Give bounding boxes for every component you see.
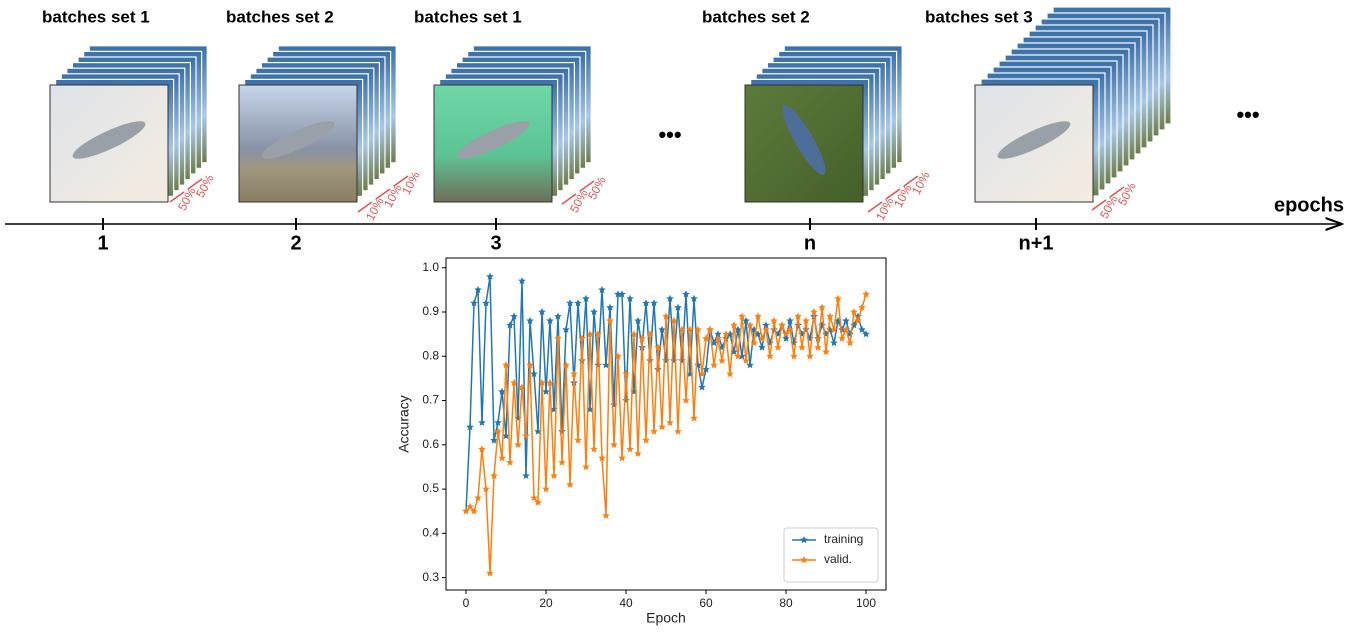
stage-label: batches set 2 (702, 7, 810, 26)
epoch-label: n (804, 232, 816, 254)
x-tick-label: 60 (699, 596, 713, 610)
legend-label: valid. (824, 552, 852, 566)
stage-label: batches set 2 (226, 7, 334, 26)
stage-label: batches set 1 (42, 7, 150, 26)
axis-label: epochs (1274, 194, 1344, 216)
percent-label: 50% (585, 174, 609, 202)
x-tick-label: 100 (856, 596, 876, 610)
ellipsis: ••• (658, 122, 681, 147)
y-tick-label: 0.7 (422, 393, 439, 407)
y-axis-label: Accuracy (396, 395, 412, 453)
y-tick-label: 0.5 (422, 481, 439, 495)
epoch-label: 1 (97, 232, 108, 254)
x-axis-label: Epoch (646, 610, 686, 626)
percent-label: 50% (193, 172, 217, 200)
y-tick-label: 0.8 (422, 348, 439, 362)
percent-label: 50% (1115, 180, 1139, 208)
y-tick-label: 1.0 (422, 260, 439, 274)
stage-label: batches set 3 (925, 7, 1033, 26)
chart: 0 20 40 60 80 100 0.3 0.4 0.5 0.6 0.7 0.8 0.9 1.0 Epoc… (396, 258, 886, 626)
stages: batches set 1 1 50% 50% batches set 2 2 10% 10%… (42, 7, 1171, 254)
x-tick-label: 20 (539, 596, 553, 610)
x-tick-label: 0 (463, 596, 470, 610)
x-tick-label: 40 (619, 596, 633, 610)
epoch-label: 2 (290, 232, 301, 254)
y-tick-label: 0.9 (422, 304, 439, 318)
epoch-label: n+1 (1018, 232, 1053, 254)
stage-label: batches set 1 (414, 7, 522, 26)
ellipsis: ••• (1236, 102, 1259, 127)
x-tick-label: 80 (779, 596, 793, 610)
percent-label: 10% (909, 169, 933, 197)
figure: epochs ••• ••• batches set 1150%50%batch… (0, 0, 1364, 632)
percent-label: 10% (399, 169, 423, 197)
y-tick-label: 0.3 (422, 570, 439, 584)
epoch-label: 3 (490, 232, 501, 254)
y-tick-label: 0.4 (422, 526, 439, 540)
legend-label: training (824, 532, 863, 546)
y-tick-label: 0.6 (422, 437, 439, 451)
